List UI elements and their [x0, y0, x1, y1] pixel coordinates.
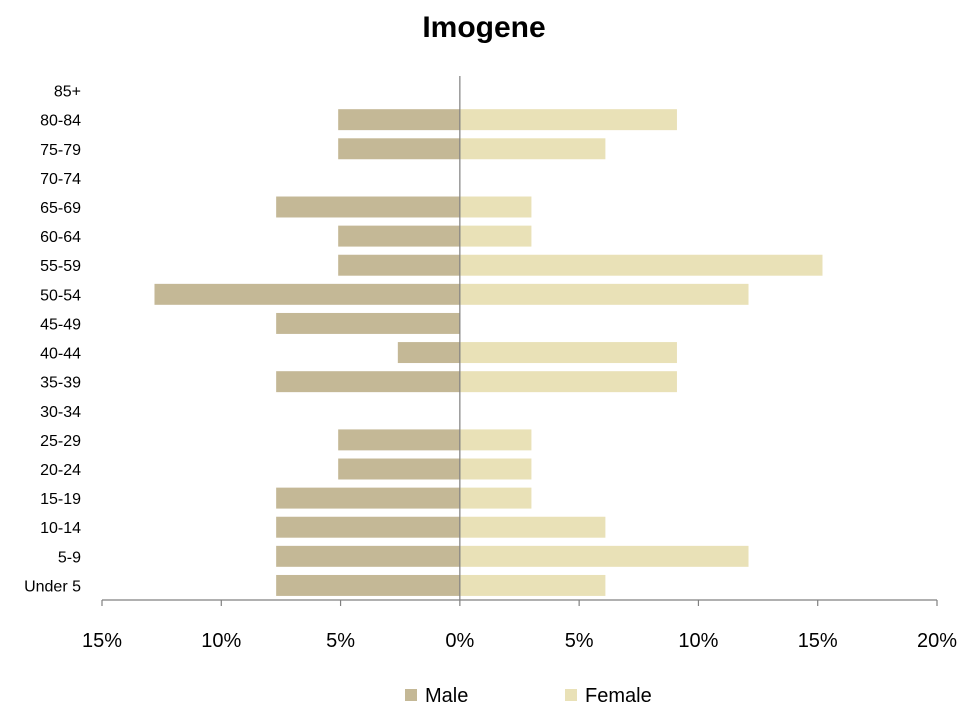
- legend-swatch-female: [565, 689, 577, 701]
- male-bar: [397, 342, 460, 364]
- legend-label-male: Male: [425, 685, 468, 707]
- x-tick-label: 15%: [798, 630, 838, 652]
- x-tick-label: 10%: [678, 630, 718, 652]
- female-bar: [459, 371, 677, 393]
- legend-label-female: Female: [585, 685, 652, 707]
- male-bar: [276, 312, 460, 334]
- male-bar: [338, 109, 460, 131]
- male-bar: [338, 225, 460, 247]
- male-bar: [338, 254, 460, 276]
- female-bar: [459, 487, 532, 509]
- category-label: 35-39: [40, 375, 81, 392]
- female-bar: [459, 516, 606, 538]
- category-label: 50-54: [40, 287, 81, 304]
- x-axis: 15% 10% 5% 0% 5% 10% 15% 20%: [82, 599, 957, 652]
- x-tick-label: 20%: [917, 630, 957, 652]
- female-bar: [459, 138, 606, 160]
- female-bar: [459, 458, 532, 480]
- female-bar: [459, 342, 677, 364]
- male-bar: [276, 371, 460, 393]
- male-bar: [338, 138, 460, 160]
- category-label: 5-9: [58, 549, 81, 566]
- category-label: 45-49: [40, 316, 81, 333]
- category-label: 10-14: [40, 520, 81, 537]
- bars-group: [154, 109, 823, 596]
- female-bar: [459, 574, 606, 596]
- category-label: 65-69: [40, 200, 81, 217]
- category-label: 20-24: [40, 462, 81, 479]
- category-label: 55-59: [40, 258, 81, 275]
- female-bar: [459, 109, 677, 131]
- female-bar: [459, 283, 749, 305]
- chart-title: Imogene: [422, 11, 545, 44]
- x-tick-label: 5%: [326, 630, 355, 652]
- x-tick-label: 0%: [445, 630, 474, 652]
- category-labels: 85+ 80-84 75-79 70-74 65-69 60-64 55-59 50-54 45…: [24, 84, 81, 596]
- category-label: 80-84: [40, 113, 81, 130]
- female-bar: [459, 225, 532, 247]
- x-tick-label: 10%: [201, 630, 241, 652]
- x-tick-label: 15%: [82, 630, 122, 652]
- category-label: 85+: [54, 84, 81, 101]
- category-label: 40-44: [40, 346, 81, 363]
- female-bar: [459, 196, 532, 218]
- male-bar: [276, 196, 460, 218]
- legend: Male Female: [405, 685, 652, 707]
- female-bar: [459, 545, 749, 567]
- female-bar: [459, 254, 823, 276]
- female-bar: [459, 429, 532, 451]
- category-label: Under 5: [24, 578, 81, 595]
- male-bar: [338, 458, 460, 480]
- legend-swatch-male: [405, 689, 417, 701]
- male-bar: [276, 574, 460, 596]
- category-label: 25-29: [40, 433, 81, 450]
- male-bar: [276, 545, 460, 567]
- category-label: 70-74: [40, 171, 81, 188]
- category-label: 75-79: [40, 142, 81, 159]
- male-bar: [276, 487, 460, 509]
- category-label: 60-64: [40, 229, 81, 246]
- category-label: 30-34: [40, 404, 81, 421]
- x-tick-label: 5%: [565, 630, 594, 652]
- male-bar: [338, 429, 460, 451]
- male-bar: [154, 283, 460, 305]
- male-bar: [276, 516, 460, 538]
- category-label: 15-19: [40, 491, 81, 508]
